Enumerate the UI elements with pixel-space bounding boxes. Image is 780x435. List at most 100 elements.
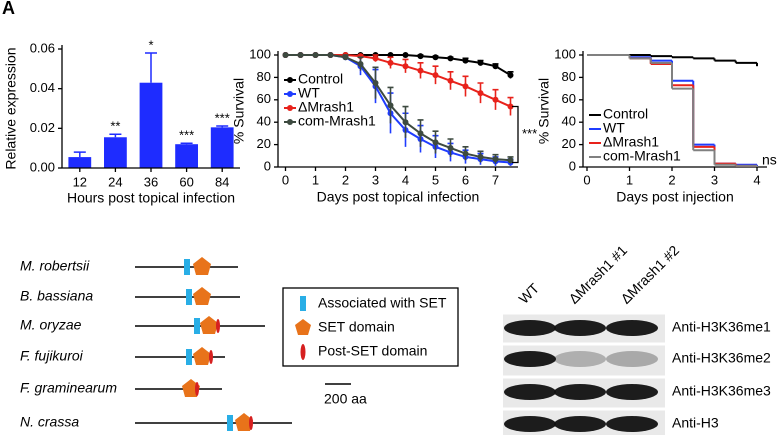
blot-row-label: Anti-H3K36me1 <box>672 319 771 335</box>
bar <box>104 137 127 168</box>
y-axis-label: Relative expression <box>3 47 19 169</box>
series-line <box>285 54 511 162</box>
y-tick-label: 100 <box>249 46 271 61</box>
panel-label: A <box>2 0 15 18</box>
point <box>462 150 469 157</box>
point <box>357 60 364 67</box>
x-tick-label: 24 <box>108 174 122 189</box>
error-bar <box>145 52 157 83</box>
y-tick-label: 100 <box>554 46 576 61</box>
x-tick-label: 1 <box>626 172 633 187</box>
x-tick-label: 2 <box>342 172 349 187</box>
species-name: B. bassiana <box>20 288 93 304</box>
point <box>447 55 454 62</box>
y-tick-label: 0 <box>264 158 271 173</box>
point <box>387 59 394 66</box>
point <box>372 80 379 86</box>
set-domain <box>193 257 211 275</box>
point <box>432 54 439 61</box>
legend-marker <box>287 105 293 111</box>
y-tick-label: 60 <box>257 91 271 106</box>
point <box>402 119 409 126</box>
point <box>417 67 424 74</box>
legend-marker <box>287 119 293 125</box>
blot-band <box>554 351 606 367</box>
blot-band <box>554 384 606 400</box>
error-bar <box>109 133 122 138</box>
blot-band <box>504 416 556 432</box>
point <box>417 130 424 137</box>
point <box>402 63 409 70</box>
legend-label: WT <box>603 120 625 136</box>
set-domain <box>200 316 218 334</box>
blot-band <box>554 320 606 336</box>
significance-label: *** <box>522 126 537 141</box>
point <box>312 52 319 58</box>
legend-label: ΔMrash1 <box>603 134 659 150</box>
species-name: N. crassa <box>20 414 79 430</box>
point <box>462 83 469 90</box>
assoc-domain <box>227 415 233 431</box>
legend-assoc-icon <box>300 296 306 311</box>
point <box>297 52 304 58</box>
error-bar <box>73 151 86 158</box>
x-tick-label: 3 <box>711 172 718 187</box>
legend-set-icon <box>295 319 311 335</box>
legend-label: Control <box>298 71 343 87</box>
legend-marker <box>287 91 293 97</box>
blot-band <box>606 351 658 367</box>
domain-legend-box <box>282 287 459 367</box>
significance-label: *** <box>179 128 194 143</box>
y-tick-label: 0.06 <box>30 40 55 55</box>
x-axis-label: Days post topical infection <box>317 189 480 205</box>
point <box>477 90 484 97</box>
significance-label: ** <box>110 119 120 134</box>
legend-marker <box>287 77 293 83</box>
point <box>507 72 514 79</box>
assoc-domain <box>186 349 192 365</box>
x-tick-label: 60 <box>179 174 193 189</box>
assoc-domain <box>186 289 192 305</box>
error-bar <box>216 125 229 128</box>
legend-label: com-Mrash1 <box>298 113 376 129</box>
x-axis-label: Days post injection <box>616 189 734 205</box>
lane-label: WT <box>515 280 542 307</box>
blot-band <box>606 384 658 400</box>
legend-label: WT <box>298 85 320 101</box>
x-tick-label: 7 <box>492 172 499 187</box>
y-tick-label: 40 <box>257 114 271 129</box>
post-set-domain <box>209 350 213 364</box>
post-set-domain <box>195 382 199 396</box>
y-tick-label: 80 <box>257 69 271 84</box>
blot-band <box>606 416 658 432</box>
significance-label: ns <box>762 152 777 168</box>
domain-legend-label: SET domain <box>318 319 395 335</box>
bar <box>175 144 198 168</box>
bar <box>68 157 92 168</box>
point <box>282 52 289 58</box>
x-tick-label: 4 <box>402 172 409 187</box>
bar <box>210 127 234 168</box>
x-tick-label: 3 <box>372 172 379 187</box>
bracket <box>512 105 519 164</box>
point <box>417 53 424 60</box>
domain-legend-label: Associated with SET <box>318 295 447 311</box>
point <box>477 59 484 66</box>
x-tick-label: 5 <box>432 172 439 187</box>
significance-label: * <box>148 37 153 52</box>
y-tick-label: 0.02 <box>30 120 55 135</box>
assoc-domain <box>184 259 190 275</box>
point <box>507 103 514 110</box>
significance-label: *** <box>215 110 230 125</box>
post-set-domain <box>249 416 253 430</box>
species-name: F. fujikuroi <box>20 348 84 364</box>
point <box>447 77 454 84</box>
blot-band <box>554 416 606 432</box>
set-domain <box>193 287 211 305</box>
bar <box>139 82 163 168</box>
point <box>447 144 454 151</box>
point <box>492 63 499 70</box>
y-tick-label: 0 <box>569 158 576 173</box>
x-tick-label: 12 <box>73 174 87 189</box>
